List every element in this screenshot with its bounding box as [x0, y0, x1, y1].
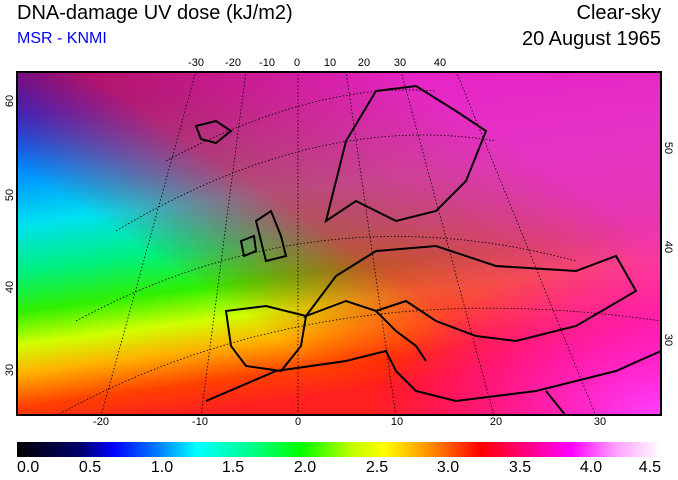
top-tick: 20	[357, 57, 371, 69]
right-tick: 50	[662, 141, 674, 155]
colorbar-label: 1.5	[221, 459, 245, 476]
sky-condition-label: Clear-sky	[576, 2, 661, 24]
bottom-tick: 10	[390, 416, 404, 428]
uv-dose-map	[16, 71, 662, 416]
bottom-tick: -10	[192, 416, 208, 428]
colorbar-label: 0.5	[78, 459, 102, 476]
left-tick: 30	[4, 363, 16, 377]
colorbar-label: 3.0	[436, 459, 460, 476]
top-tick: -30	[188, 57, 204, 69]
date-label: 20 August 1965	[521, 28, 661, 50]
left-tick: 60	[4, 94, 16, 108]
top-tick: -20	[225, 57, 241, 69]
map-title: DNA-damage UV dose (kJ/m2)	[17, 2, 293, 24]
bottom-tick: -20	[93, 416, 109, 428]
graticule	[55, 71, 662, 416]
coastlines	[194, 84, 662, 416]
bottom-tick: 30	[593, 416, 607, 428]
map-frame	[16, 71, 662, 416]
colorbar-label: 3.5	[508, 459, 532, 476]
top-tick: 40	[433, 57, 447, 69]
colorbar	[17, 442, 661, 457]
top-tick: -10	[259, 57, 275, 69]
top-tick: 10	[323, 57, 337, 69]
top-tick: 0	[293, 57, 301, 69]
source-label: MSR - KNMI	[17, 30, 107, 47]
colorbar-label: 2.5	[365, 459, 389, 476]
right-tick: 40	[662, 240, 674, 254]
left-tick: 40	[4, 280, 16, 294]
bottom-tick: 20	[489, 416, 503, 428]
top-tick: 30	[393, 57, 407, 69]
colorbar-label: 1.0	[150, 459, 174, 476]
right-tick: 30	[662, 333, 674, 347]
dose-field-overlay	[17, 72, 661, 415]
left-tick: 50	[4, 188, 16, 202]
colorbar-label: 4.0	[579, 459, 603, 476]
colorbar-label: 4.5	[638, 459, 661, 476]
bottom-tick: 0	[294, 416, 302, 428]
colorbar-label: 0.0	[17, 459, 40, 476]
colorbar-label: 2.0	[293, 459, 317, 476]
